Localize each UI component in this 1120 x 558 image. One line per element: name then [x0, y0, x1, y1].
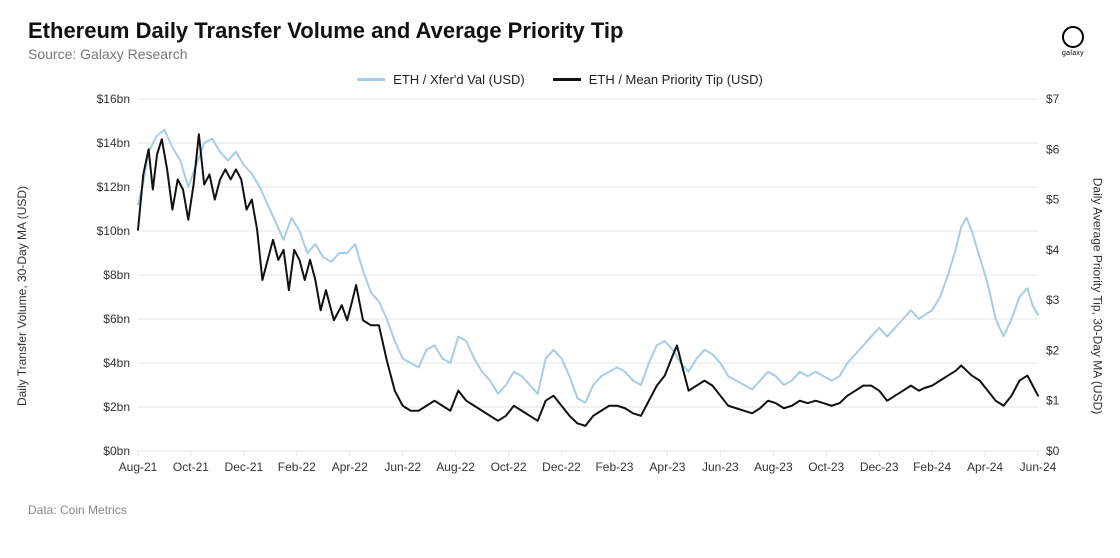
x-tick-label: Dec-22 [542, 460, 581, 474]
y-left-tick-label: $0bn [103, 444, 130, 458]
x-tick-label: Apr-22 [332, 460, 368, 474]
x-tick-label: Apr-24 [967, 460, 1003, 474]
legend-swatch [553, 78, 581, 81]
x-tick-label: Oct-21 [173, 460, 209, 474]
chart-plot-area: Daily Transfer Volume, 30-Day MA (USD) D… [28, 91, 1092, 501]
x-tick-label: Oct-22 [491, 460, 527, 474]
y-right-tick-label: $1 [1046, 394, 1060, 408]
x-tick-label: Apr-23 [649, 460, 685, 474]
y-left-tick-label: $8bn [103, 268, 130, 282]
y-right-tick-label: $0 [1046, 444, 1060, 458]
y-left-tick-label: $12bn [97, 180, 130, 194]
x-tick-label: Dec-23 [860, 460, 899, 474]
chart-footer-source: Data: Coin Metrics [28, 503, 1092, 517]
legend-item: ETH / Xfer'd Val (USD) [357, 72, 525, 87]
x-tick-label: Dec-21 [225, 460, 264, 474]
galaxy-logo: galaxy [1062, 26, 1084, 57]
x-tick-label: Aug-23 [754, 460, 793, 474]
y-axis-right-label: Daily Average Priority Tip, 30-Day MA (U… [1091, 178, 1105, 415]
y-right-tick-label: $6 [1046, 142, 1060, 156]
y-axis-left-label: Daily Transfer Volume, 30-Day MA (USD) [15, 186, 29, 406]
chart-legend: ETH / Xfer'd Val (USD) ETH / Mean Priori… [28, 72, 1092, 87]
y-left-tick-label: $2bn [103, 400, 130, 414]
legend-label: ETH / Xfer'd Val (USD) [393, 72, 525, 87]
x-tick-label: Jun-23 [702, 460, 739, 474]
legend-label: ETH / Mean Priority Tip (USD) [589, 72, 763, 87]
chart-subtitle: Source: Galaxy Research [28, 46, 1092, 62]
x-tick-label: Jun-24 [1020, 460, 1057, 474]
y-right-tick-label: $4 [1046, 243, 1060, 257]
y-right-tick-label: $2 [1046, 343, 1060, 357]
chart-svg: $0bn $2bn $4bn $6bn $8bn $10bn $12bn $14bn $16bn… [28, 91, 1092, 501]
y-left-tick-label: $4bn [103, 356, 130, 370]
galaxy-logo-text: galaxy [1062, 50, 1084, 57]
series-line [138, 134, 1038, 426]
y-right-tick-label: $3 [1046, 293, 1060, 307]
y-left-tick-label: $6bn [103, 312, 130, 326]
x-tick-label: Jun-22 [384, 460, 421, 474]
chart-title: Ethereum Daily Transfer Volume and Avera… [28, 18, 1092, 44]
y-right-tick-label: $7 [1046, 92, 1060, 106]
legend-item: ETH / Mean Priority Tip (USD) [553, 72, 763, 87]
chart-container: galaxy Ethereum Daily Transfer Volume an… [0, 0, 1120, 558]
galaxy-logo-icon [1062, 26, 1084, 48]
series-line [138, 130, 1038, 403]
y-left-tick-label: $10bn [97, 224, 130, 238]
x-tick-label: Aug-21 [119, 460, 158, 474]
x-tick-label: Feb-24 [913, 460, 951, 474]
y-right-tick-label: $5 [1046, 193, 1060, 207]
y-left-tick-label: $14bn [97, 136, 130, 150]
x-tick-label: Oct-23 [808, 460, 844, 474]
legend-swatch [357, 78, 385, 81]
x-tick-label: Aug-22 [436, 460, 475, 474]
x-tick-label: Feb-22 [278, 460, 316, 474]
y-left-tick-label: $16bn [97, 92, 130, 106]
x-tick-label: Feb-23 [595, 460, 633, 474]
